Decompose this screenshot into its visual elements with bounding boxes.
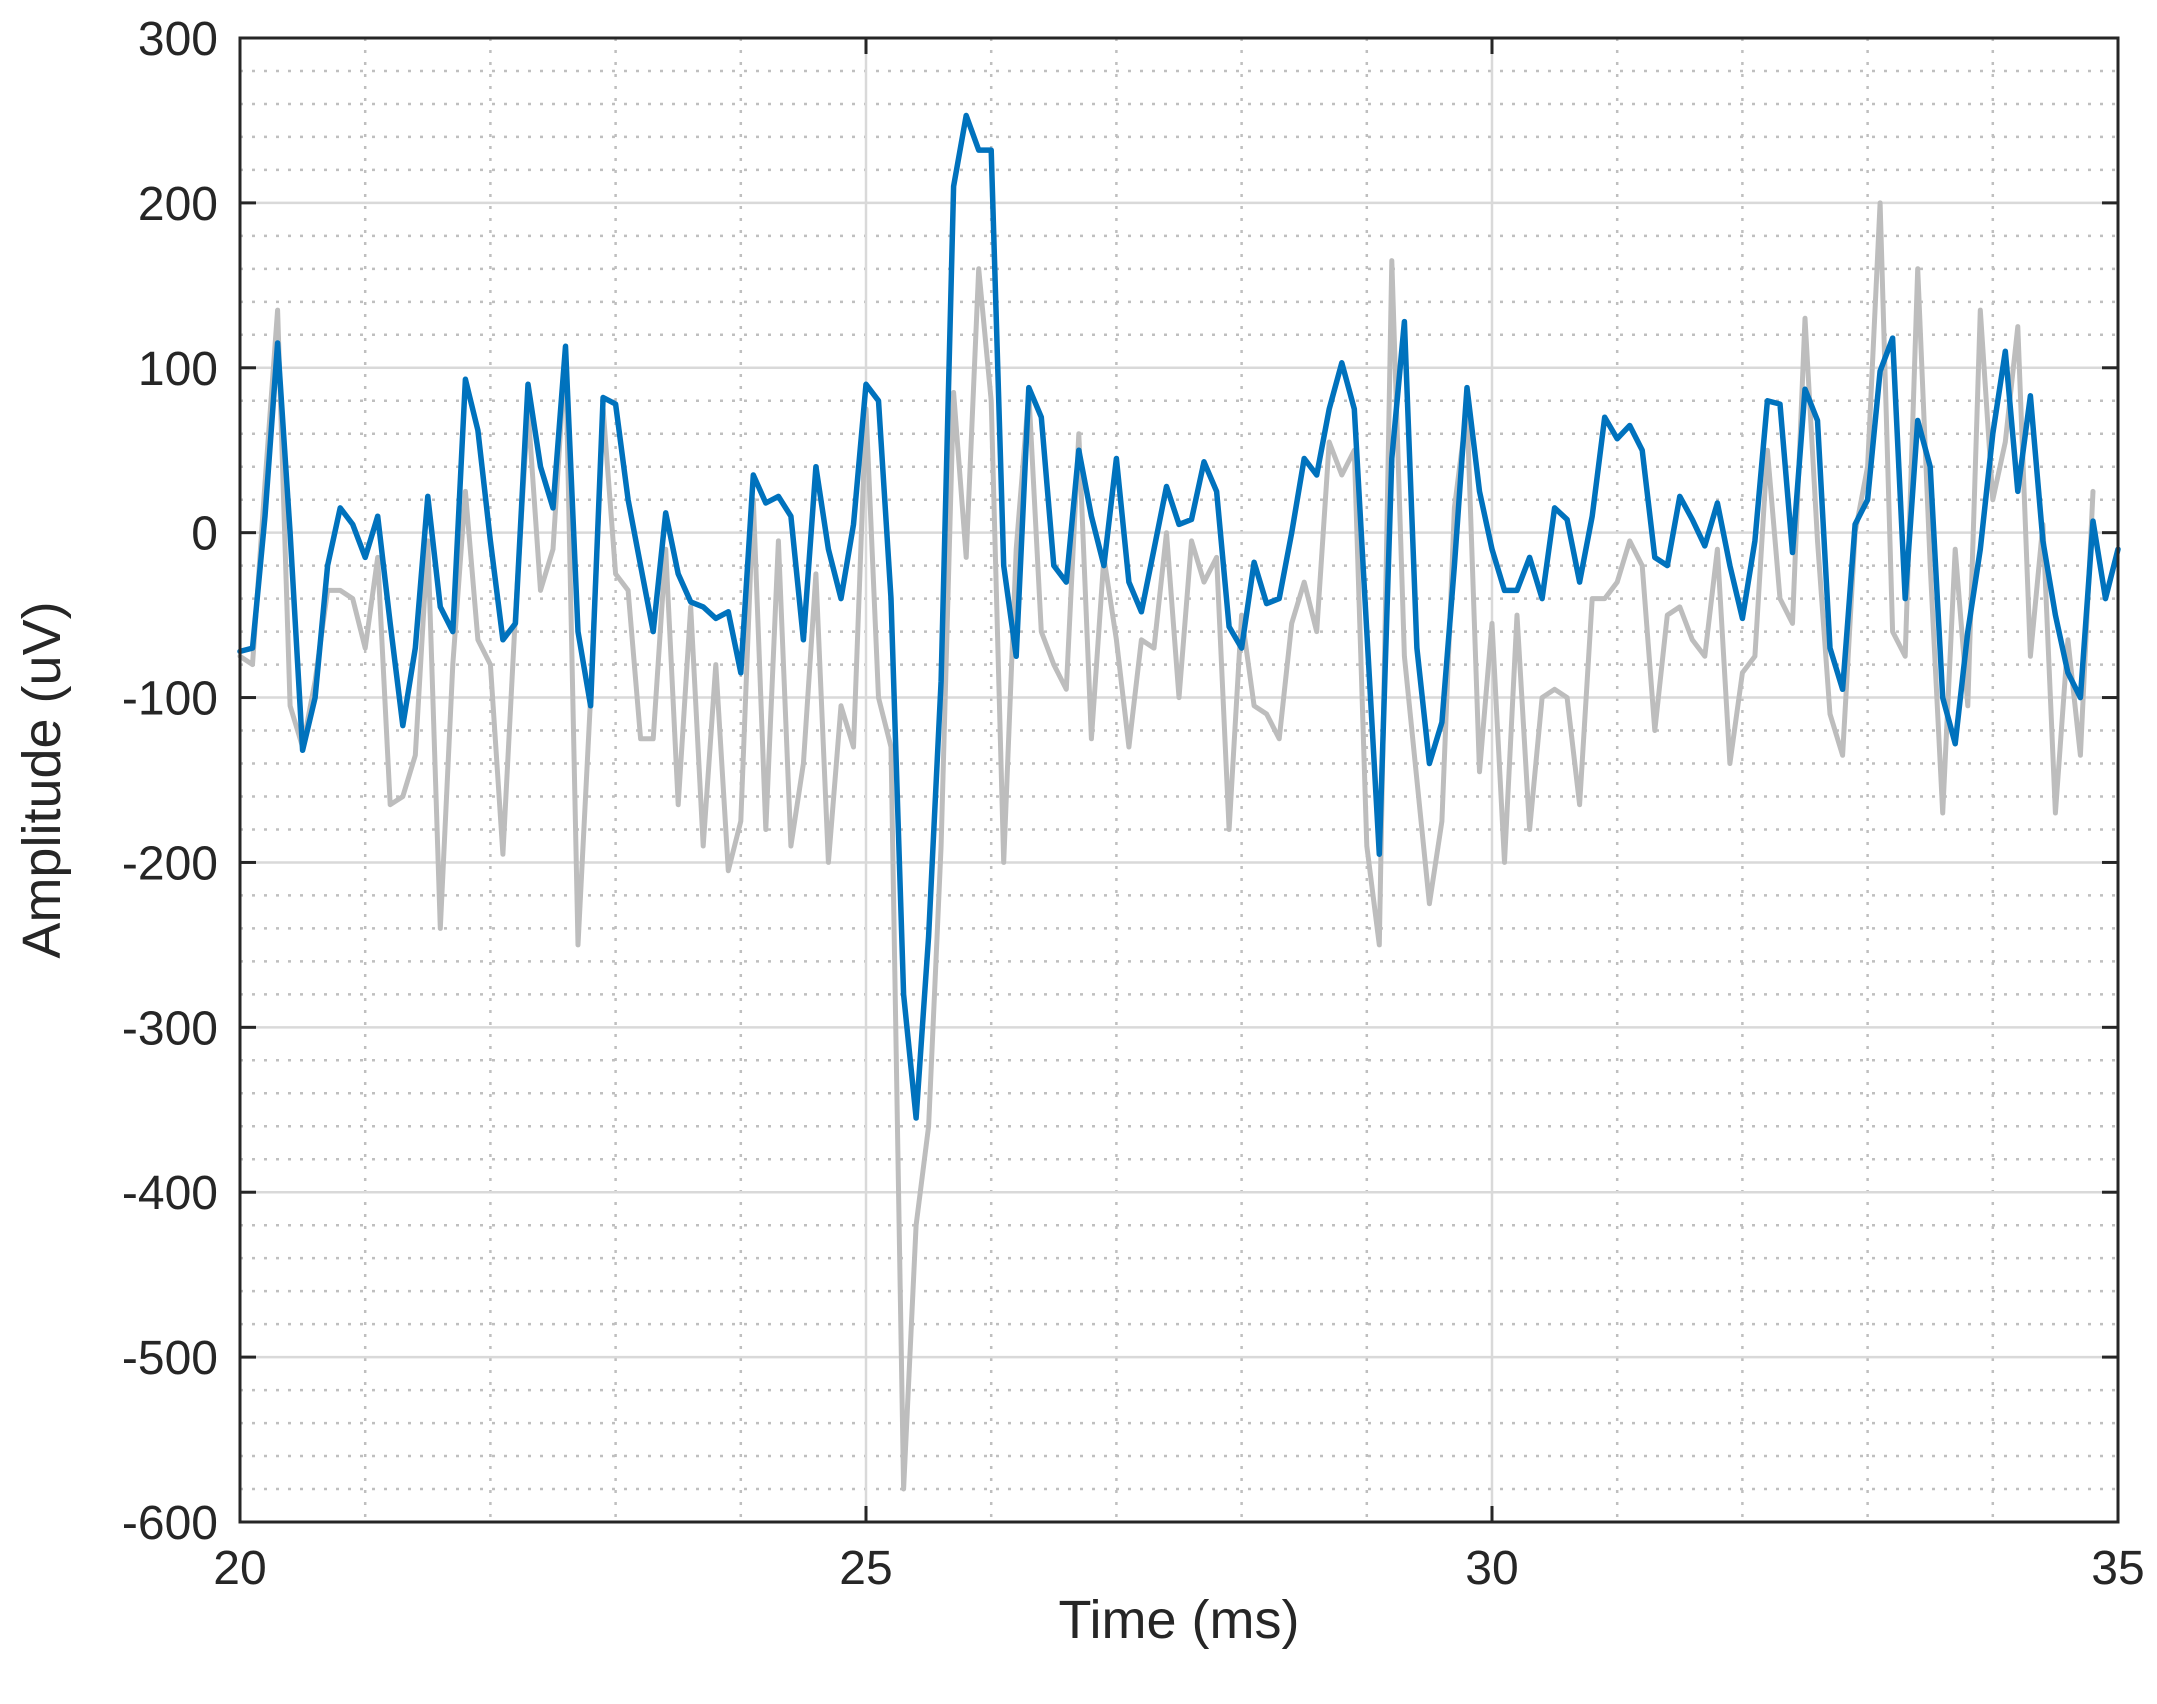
x-tick-labels: 20 25 30 35: [213, 1542, 2144, 1595]
plot-area: [240, 38, 2118, 1522]
x-tick-label: 25: [839, 1542, 892, 1595]
series-line-2: [237, 112, 2121, 1121]
minor-grid: [240, 38, 2118, 1522]
x-tick-label: 20: [213, 1542, 266, 1595]
x-tick-label: 35: [2091, 1542, 2144, 1595]
tick-marks: [238, 36, 2120, 1524]
y-tick-label: 100: [138, 343, 218, 396]
plot-frame: [238, 36, 2120, 1524]
y-tick-label: 0: [191, 508, 218, 561]
y-tick-label: -100: [122, 673, 218, 726]
y-axis-title: Amplitude (uV): [12, 601, 72, 958]
x-tick-label: 30: [1465, 1542, 1518, 1595]
y-tick-label: -400: [122, 1167, 218, 1220]
series-layer: [237, 112, 2121, 1492]
y-tick-label: -300: [122, 1002, 218, 1055]
y-tick-label: 200: [138, 178, 218, 231]
y-tick-label: -500: [122, 1332, 218, 1385]
y-tick-label: -600: [122, 1497, 218, 1550]
series-line-1: [237, 200, 2096, 1492]
y-tick-labels: 300 200 100 0 -100 -200 -300 -400 -500 -600: [122, 13, 218, 1550]
y-tick-label: 300: [138, 13, 218, 66]
y-tick-label: -200: [122, 837, 218, 890]
x-axis-title: Time (ms): [1059, 1590, 1300, 1650]
